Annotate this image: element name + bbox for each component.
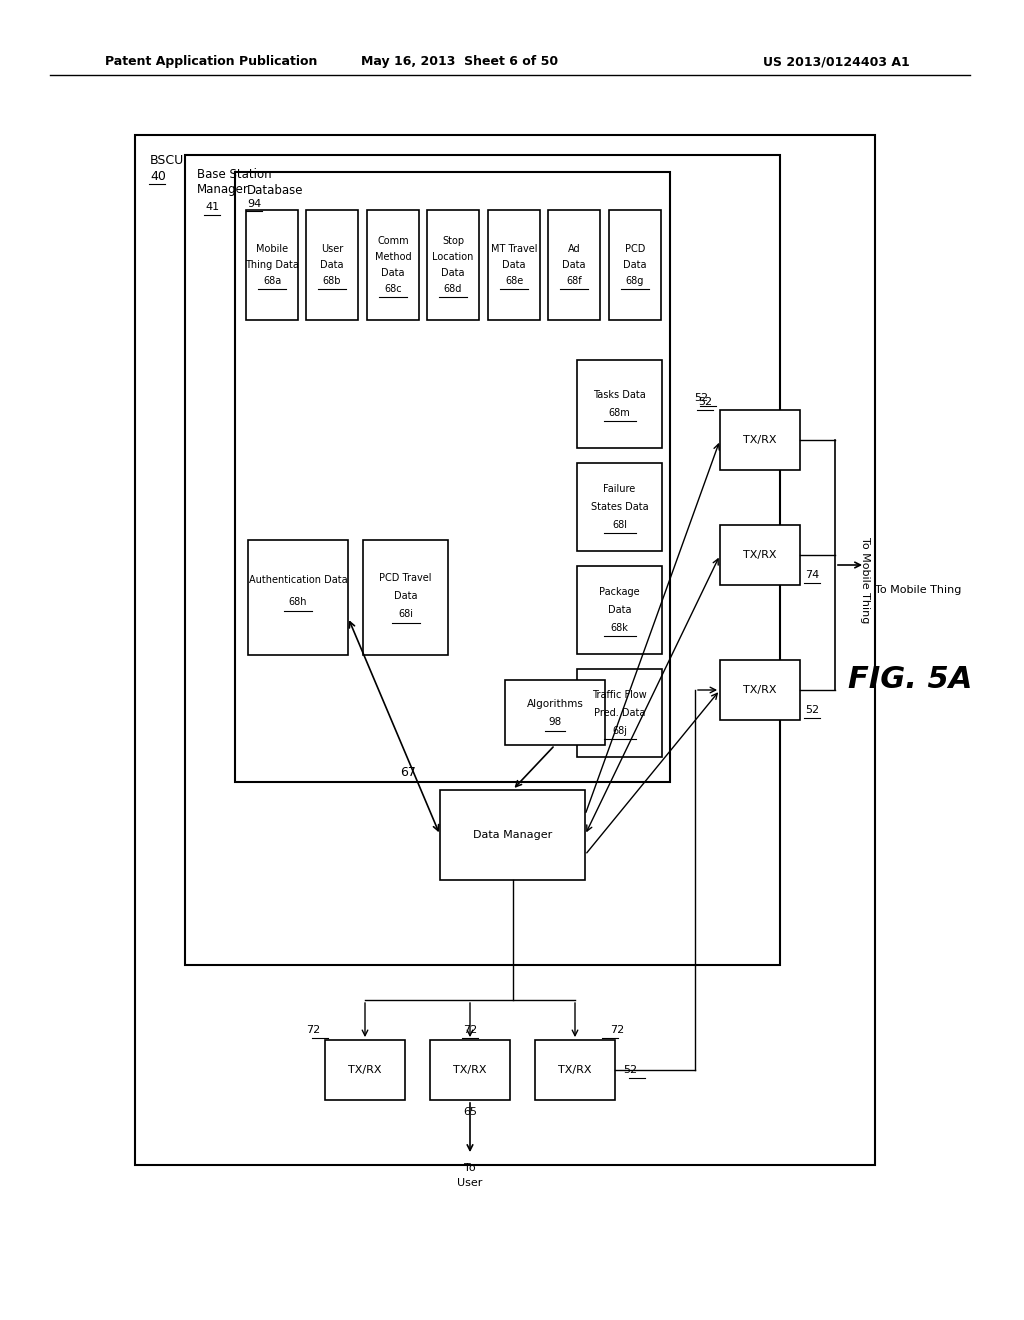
Text: Traffic Flow: Traffic Flow — [592, 690, 647, 700]
Text: 94: 94 — [247, 199, 261, 209]
Text: 98: 98 — [549, 717, 561, 727]
Text: 72: 72 — [610, 1026, 625, 1035]
Text: Comm: Comm — [377, 236, 409, 246]
Text: Package: Package — [599, 587, 640, 597]
Text: 52: 52 — [805, 705, 819, 715]
Bar — [577, 463, 662, 550]
Text: Database: Database — [247, 183, 303, 197]
Text: Data: Data — [394, 591, 417, 601]
Text: Manager: Manager — [197, 183, 249, 197]
Text: TX/RX: TX/RX — [454, 1065, 486, 1074]
Text: MT Travel: MT Travel — [490, 244, 538, 253]
Bar — [548, 210, 600, 319]
Text: Stop: Stop — [442, 236, 464, 246]
Text: Authentication Data: Authentication Data — [249, 576, 347, 585]
Bar — [325, 1040, 406, 1100]
Text: Data: Data — [624, 260, 647, 271]
Text: 68e: 68e — [505, 276, 523, 286]
Bar — [306, 210, 358, 319]
Bar — [430, 1040, 510, 1100]
Bar — [505, 680, 605, 744]
Bar — [185, 154, 780, 965]
Text: User: User — [321, 244, 343, 253]
Bar — [535, 1040, 615, 1100]
Text: 65: 65 — [463, 1107, 477, 1117]
Text: TX/RX: TX/RX — [558, 1065, 592, 1074]
Text: Mobile: Mobile — [256, 244, 288, 253]
Text: Data: Data — [381, 268, 404, 279]
Text: 68h: 68h — [289, 597, 307, 607]
Bar — [440, 789, 585, 880]
Text: 41: 41 — [205, 202, 219, 213]
Text: Failure: Failure — [603, 484, 636, 494]
Text: TX/RX: TX/RX — [348, 1065, 382, 1074]
Bar — [427, 210, 479, 319]
Text: 68i: 68i — [398, 609, 413, 619]
Text: 52: 52 — [623, 1065, 637, 1074]
Text: PCD: PCD — [625, 244, 645, 253]
Text: 68l: 68l — [612, 520, 627, 531]
Text: 68a: 68a — [263, 276, 282, 286]
Text: 74: 74 — [805, 570, 819, 579]
Text: Thing Data: Thing Data — [245, 260, 299, 271]
Text: User: User — [458, 1177, 482, 1188]
Text: Tasks Data: Tasks Data — [593, 389, 646, 400]
Text: 40: 40 — [150, 170, 166, 183]
Text: 68g: 68g — [626, 276, 644, 286]
Text: May 16, 2013  Sheet 6 of 50: May 16, 2013 Sheet 6 of 50 — [361, 55, 558, 69]
Text: Data: Data — [502, 260, 525, 271]
Text: 72: 72 — [306, 1026, 319, 1035]
Text: To: To — [464, 1163, 476, 1173]
Text: Patent Application Publication: Patent Application Publication — [105, 55, 317, 69]
Bar — [362, 540, 449, 655]
Text: To Mobile Thing: To Mobile Thing — [874, 585, 962, 595]
Bar — [577, 360, 662, 447]
Text: TX/RX: TX/RX — [743, 436, 777, 445]
Text: Pred. Data: Pred. Data — [594, 708, 645, 718]
Text: 72: 72 — [463, 1026, 477, 1035]
Text: Data: Data — [321, 260, 344, 271]
Bar — [577, 566, 662, 653]
Bar — [246, 210, 298, 319]
Text: BSCU: BSCU — [150, 153, 184, 166]
Text: Algorithms: Algorithms — [526, 700, 584, 709]
Bar — [720, 525, 800, 585]
Text: Base Station: Base Station — [197, 169, 271, 181]
Text: 52: 52 — [698, 397, 712, 407]
Text: Method: Method — [375, 252, 412, 261]
Text: To Mobile Thing: To Mobile Thing — [860, 537, 870, 623]
Text: Data: Data — [562, 260, 586, 271]
Bar — [135, 135, 874, 1166]
Text: 68f: 68f — [566, 276, 582, 286]
Text: FIG. 5A: FIG. 5A — [848, 665, 972, 694]
Bar — [234, 172, 670, 781]
Bar — [720, 411, 800, 470]
Text: TX/RX: TX/RX — [743, 550, 777, 560]
Text: 52: 52 — [694, 393, 708, 403]
Bar — [577, 669, 662, 756]
Bar — [720, 660, 800, 719]
Bar — [609, 210, 662, 319]
Text: 67: 67 — [400, 766, 416, 779]
Text: Ad: Ad — [567, 244, 581, 253]
Text: US 2013/0124403 A1: US 2013/0124403 A1 — [763, 55, 910, 69]
Text: 68d: 68d — [443, 284, 462, 294]
Text: 68m: 68m — [608, 408, 631, 418]
Text: Data: Data — [441, 268, 465, 279]
Text: States Data: States Data — [591, 502, 648, 512]
Text: Data: Data — [608, 605, 631, 615]
Text: 68c: 68c — [384, 284, 401, 294]
Text: 68b: 68b — [323, 276, 341, 286]
Text: 68k: 68k — [610, 623, 629, 634]
Bar — [367, 210, 419, 319]
Text: Data Manager: Data Manager — [473, 830, 552, 840]
Bar — [248, 540, 348, 655]
Text: Location: Location — [432, 252, 474, 261]
Text: 68j: 68j — [612, 726, 627, 737]
Text: TX/RX: TX/RX — [743, 685, 777, 696]
Text: PCD Travel: PCD Travel — [379, 573, 432, 583]
Bar — [488, 210, 540, 319]
